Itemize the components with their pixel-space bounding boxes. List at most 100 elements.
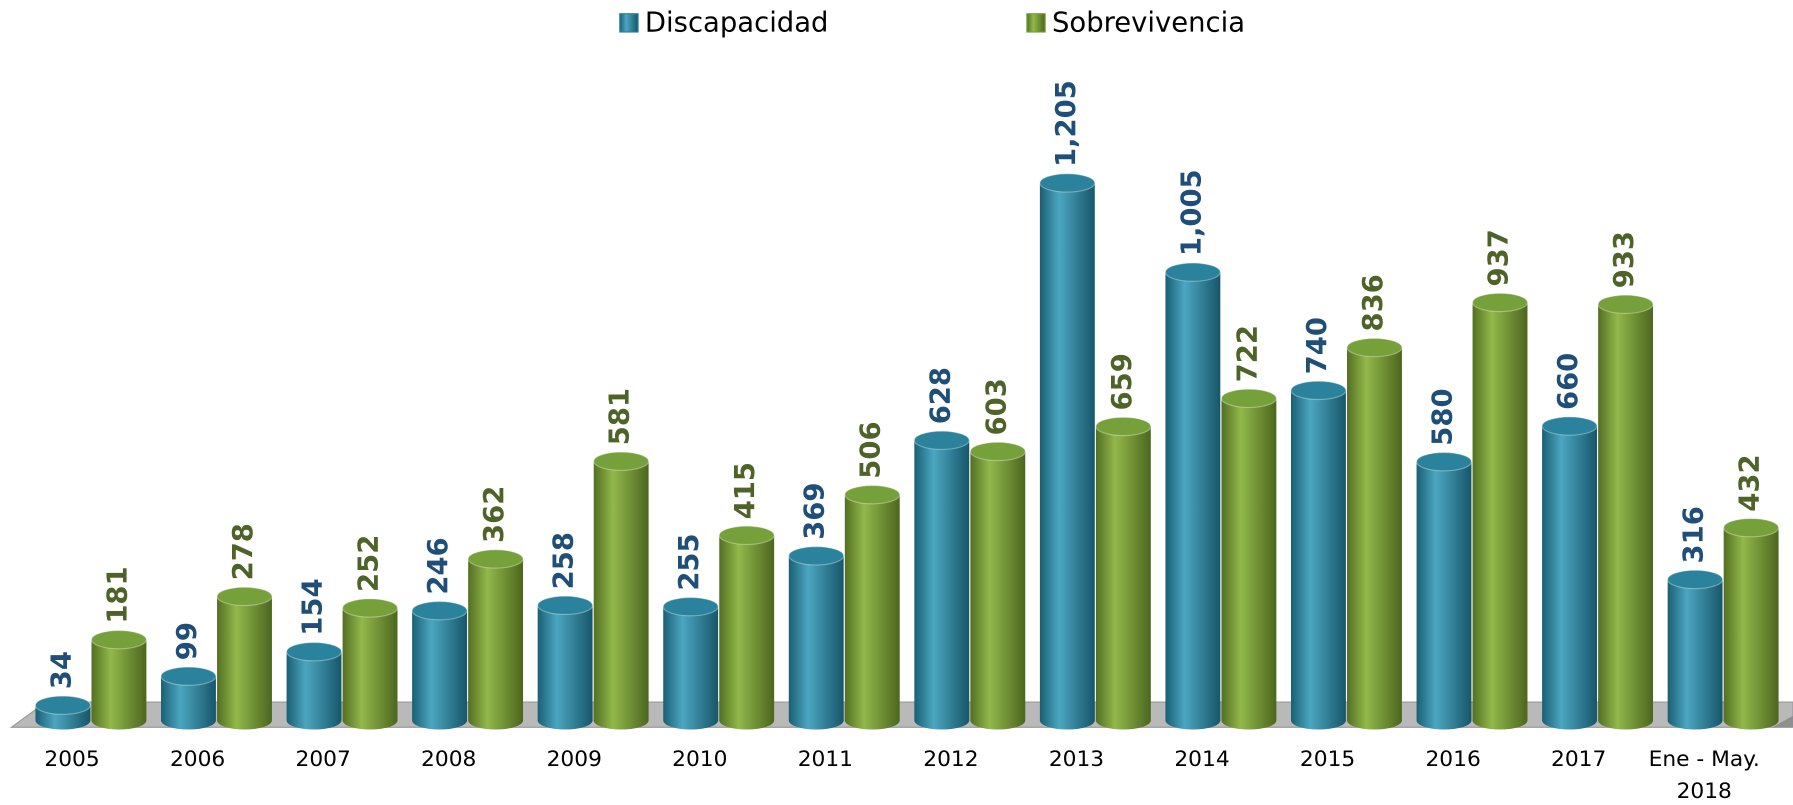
value-label: 659 [1107,353,1138,410]
cylinder-top [342,598,399,618]
cylinder-top [1220,388,1277,409]
cylinder-top [90,629,147,650]
value-label: 316 [1679,506,1710,563]
cylinder-top [788,546,845,566]
x-tick-label: 2016 [1425,746,1481,772]
value-label: 181 [102,566,133,623]
value-label: 933 [1609,231,1640,288]
cylinder [718,525,775,730]
cylinder [342,598,399,730]
x-tick-label: 2012 [923,746,979,772]
cylinder-top [1415,451,1473,472]
legend-swatch [1026,13,1046,33]
bar [1667,579,1723,721]
bar [719,535,775,721]
x-tick-label-box: 2017 [1551,746,1607,772]
cylinder [1346,337,1403,730]
x-tick-label: 2017 [1551,746,1607,772]
x-tick-label: 2007 [295,746,351,772]
cylinder-top [1164,262,1221,282]
cylinder [537,595,594,730]
cylinder [411,600,468,730]
cylinder [1415,451,1473,730]
x-tick-label-box: 2007 [295,746,351,772]
x-tick-label: 2015 [1299,746,1356,772]
cylinder [1095,416,1152,730]
value-label: 722 [1232,325,1263,382]
cylinder [1667,569,1724,730]
cylinder [1164,262,1221,730]
cylinder-top [286,641,343,662]
bar [1290,390,1346,721]
x-tick-label-box: 2014 [1174,747,1229,772]
x-tick-label: 2010 [672,746,728,772]
legend-label: Sobrevivencia [1052,8,1245,39]
cylinder [467,549,524,730]
cylinder-top [969,441,1026,462]
cylinder-top [537,595,594,616]
bar [593,461,649,721]
x-tick-label: 2008 [421,746,477,772]
x-tick-label-box: 2010 [672,746,728,772]
x-tick-label-box: 2012 [923,746,979,772]
value-label: 628 [925,367,956,424]
bar [1472,302,1528,721]
cylinder-top [34,695,91,715]
value-label: 506 [856,421,887,478]
bar [844,494,900,721]
value-label: 34 [46,651,77,689]
cylinder-top [1723,517,1780,538]
bar [217,596,272,721]
cylinder-top [1472,292,1529,313]
legend-swatch [619,13,639,33]
x-tick-label-box: 2016 [1425,746,1481,772]
cylinder [969,441,1026,730]
bar [1416,461,1472,721]
value-label: 246 [423,537,454,594]
value-label: 660 [1553,353,1584,410]
bar [537,605,593,721]
bar [970,451,1026,721]
x-tick-label: 2011 [797,746,854,772]
cylinder [216,586,273,730]
value-label: 255 [674,533,705,590]
x-tick-label: 2005 [44,746,100,772]
cylinder [286,641,343,730]
x-tick-label-box: 2013 [1048,746,1105,772]
x-tick-label-box: 2008 [421,746,477,772]
x-tick-label: 2009 [546,746,602,772]
cylinder [788,546,845,730]
x-tick-label-box: 2009 [546,746,602,772]
cylinder [913,430,970,730]
x-tick-label: Ene - May. 2018 [1648,746,1760,804]
value-label: 581 [605,388,636,445]
bar [468,558,524,721]
bar [1165,272,1221,721]
cylinder-top [216,586,273,607]
cylinder-top [1667,569,1724,590]
value-label: 1,005 [1176,169,1207,256]
cylinder [1472,292,1529,730]
bar [1039,182,1095,721]
cylinder-top [913,430,970,451]
value-label: 836 [1358,274,1389,331]
bar [788,555,844,721]
cylinder-top [411,600,468,621]
cylinder [593,451,650,730]
bar [91,639,147,721]
cylinder-top [1290,380,1347,401]
legend-label: Discapacidad [645,8,829,39]
cylinder-top [718,525,775,546]
bar [1221,398,1277,721]
bar [412,610,468,721]
bar [1347,347,1402,721]
value-label: 432 [1735,454,1766,511]
value-label: 258 [549,532,580,589]
bar [1723,527,1779,721]
x-tick-label: 2013 [1048,746,1105,772]
cylinder [1039,173,1096,730]
cylinder [1597,294,1654,730]
cylinder [1541,416,1598,730]
